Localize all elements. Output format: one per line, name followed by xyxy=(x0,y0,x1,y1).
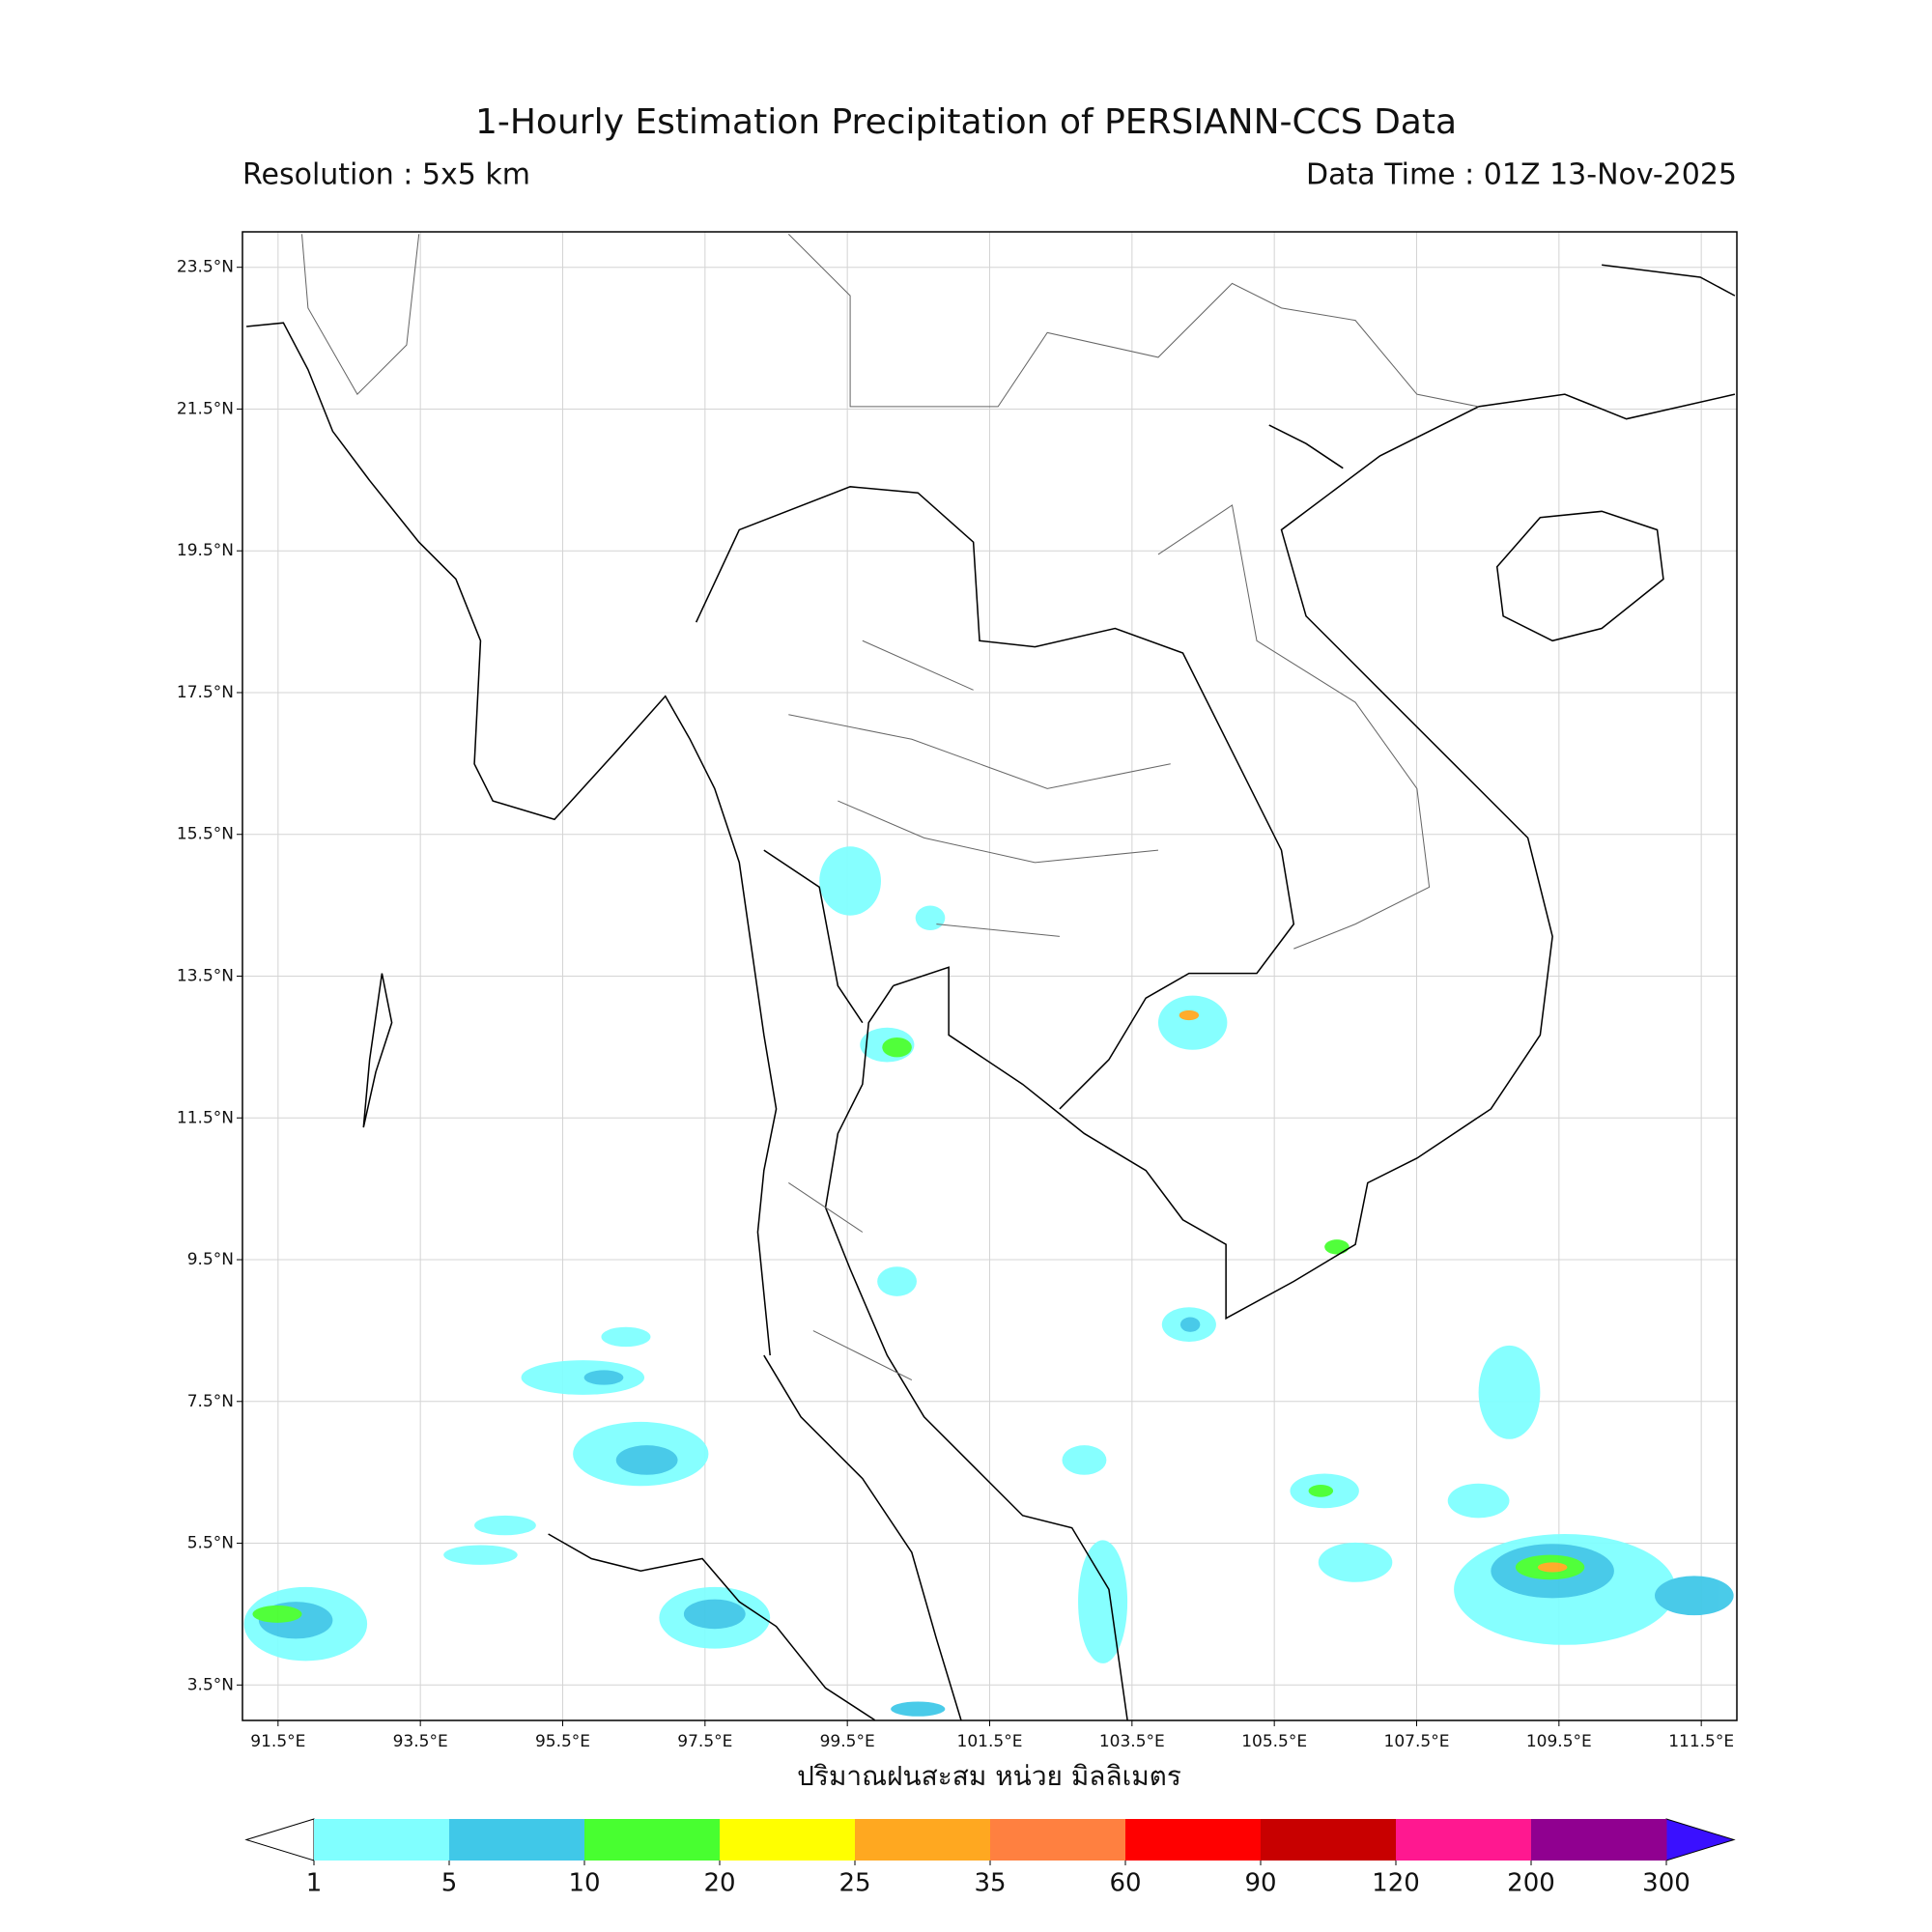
lon-tick-label: 97.5°E xyxy=(677,1732,732,1751)
colorbar-segment xyxy=(584,1819,721,1861)
colorbar-tick-label: 5 xyxy=(441,1869,458,1898)
colorbar-segment xyxy=(1261,1819,1397,1861)
colorbar-tick-label: 35 xyxy=(974,1869,1006,1898)
lon-tick-label: 111.5°E xyxy=(1668,1732,1734,1751)
lon-tick-label: 95.5°E xyxy=(535,1732,590,1751)
lat-tick-label: 15.5°N xyxy=(177,825,234,844)
lat-tick-label: 9.5°N xyxy=(187,1250,234,1269)
colorbar-under xyxy=(244,1818,315,1861)
lon-tick-label: 101.5°E xyxy=(957,1732,1023,1751)
lon-tick-label: 107.5°E xyxy=(1384,1732,1450,1751)
data-time: Data Time : 01Z 13-Nov-2025 xyxy=(1306,158,1737,192)
colorbar-tick-label: 300 xyxy=(1642,1869,1690,1898)
colorbar-segment xyxy=(314,1819,450,1861)
colorbar-segment xyxy=(855,1819,991,1861)
colorbar-label: ปริมาณฝนสะสม หน่วย มิลลิเมตร xyxy=(797,1760,1181,1792)
colorbar-tick-label: 60 xyxy=(1109,1869,1141,1898)
lon-tick-label: 99.5°E xyxy=(820,1732,875,1751)
grid xyxy=(242,232,1737,1720)
lat-tick-label: 21.5°N xyxy=(177,399,234,418)
colorbar-tick-label: 120 xyxy=(1372,1869,1420,1898)
coastlines xyxy=(246,264,1736,1721)
lat-tick-label: 7.5°N xyxy=(187,1392,234,1411)
colorbar-tick-label: 90 xyxy=(1244,1869,1276,1898)
lon-tick-label: 93.5°E xyxy=(393,1732,448,1751)
colorbar-tick-label: 1 xyxy=(306,1869,323,1898)
lat-tick-label: 3.5°N xyxy=(187,1675,234,1694)
lon-tick-label: 103.5°E xyxy=(1099,1732,1165,1751)
lon-tick-label: 109.5°E xyxy=(1526,1732,1592,1751)
lat-tick-label: 13.5°N xyxy=(177,967,234,986)
precipitation xyxy=(243,846,1734,1717)
colorbar-segment xyxy=(990,1819,1126,1861)
ticks: 91.5°E 93.5°E 95.5°E 97.5°E 99.5°E 101.5°E 103… xyxy=(177,258,1734,1751)
lat-tick-label: 19.5°N xyxy=(177,541,234,560)
colorbar-segment xyxy=(720,1819,856,1861)
colorbar-segment xyxy=(1125,1819,1262,1861)
colorbar-segment xyxy=(1531,1819,1667,1861)
title: 1-Hourly Estimation Precipitation of PER… xyxy=(475,102,1457,142)
colorbar-tick-label: 10 xyxy=(568,1869,600,1898)
lat-tick-label: 17.5°N xyxy=(177,683,234,702)
lat-tick-label: 11.5°N xyxy=(177,1108,234,1127)
lat-tick-label: 5.5°N xyxy=(187,1534,234,1553)
lon-tick-label: 105.5°E xyxy=(1241,1732,1307,1751)
map-layer xyxy=(243,233,1736,1721)
colorbar-tick-label: 25 xyxy=(838,1869,870,1898)
colorbar-tick-label: 20 xyxy=(703,1869,735,1898)
lat-tick-label: 23.5°N xyxy=(177,258,234,277)
borders xyxy=(300,233,1479,1381)
colorbar: 1 5 10 20 25 35 60 90 120 200 300 xyxy=(244,1818,1736,1898)
colorbar-tick-label: 200 xyxy=(1507,1869,1555,1898)
resolution: Resolution : 5x5 km xyxy=(242,158,530,192)
colorbar-segment xyxy=(449,1819,585,1861)
colorbar-over xyxy=(1665,1818,1736,1861)
lon-tick-label: 91.5°E xyxy=(250,1732,305,1751)
colorbar-segment xyxy=(1396,1819,1532,1861)
